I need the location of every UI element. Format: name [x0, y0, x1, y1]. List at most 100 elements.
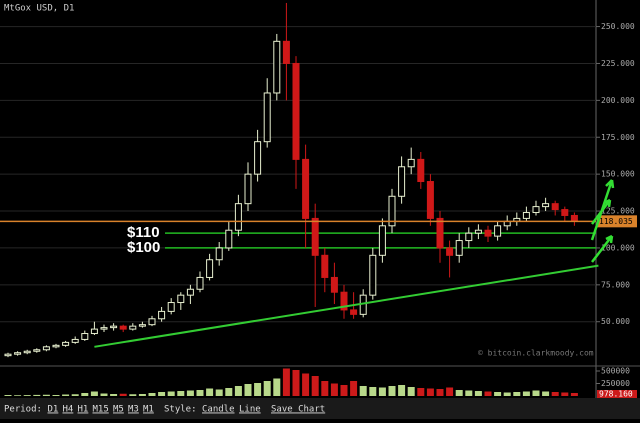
volume-bar: [407, 387, 415, 396]
volume-bar: [359, 386, 367, 396]
candle-body: [234, 203, 242, 231]
trendline: [94, 264, 599, 348]
volume-bar: [350, 381, 358, 396]
candle-body: [71, 338, 79, 343]
volume-bar: [302, 373, 310, 396]
volume-bar: [42, 394, 50, 396]
volume-bar: [436, 389, 444, 396]
candle-body: [273, 40, 281, 94]
volume-bar: [138, 394, 146, 396]
candle-body: [417, 158, 425, 183]
footer-link[interactable]: Save Chart: [271, 405, 325, 415]
volume-bar: [369, 387, 377, 396]
candle-body: [388, 195, 396, 227]
volume-bar: [417, 388, 425, 396]
candle-body: [254, 141, 262, 175]
footer-link[interactable]: M15: [93, 405, 109, 415]
candle-body: [119, 325, 127, 330]
volume-bar: [388, 386, 396, 396]
volume-bar: [340, 385, 348, 396]
last-price-label: 118.035: [599, 217, 633, 226]
volume-bar: [503, 392, 511, 396]
candle-body: [244, 173, 252, 205]
candle-body: [532, 206, 540, 214]
candle-body: [465, 232, 473, 242]
footer-link[interactable]: H4: [63, 405, 74, 415]
last-volume-box: [597, 390, 637, 398]
volume-bar: [292, 370, 300, 396]
candle-body: [378, 225, 386, 256]
candle-body: [311, 217, 319, 256]
candle-body: [138, 324, 146, 327]
y-tick-label: 125.000: [601, 207, 635, 216]
volume-bar: [378, 387, 386, 396]
candle-body: [33, 349, 41, 352]
arrow: [591, 234, 614, 263]
volume-bar: [148, 393, 156, 396]
volume-bar: [23, 395, 31, 396]
volume-bar: [561, 392, 569, 396]
volume-bar: [551, 392, 559, 396]
volume-bar: [494, 392, 502, 396]
volume-bar: [196, 390, 204, 396]
volume-tick-label: 250000: [601, 379, 630, 388]
footer-label: Style:: [164, 405, 197, 415]
candle-body: [196, 276, 204, 290]
volume-bar: [398, 385, 406, 396]
volume-bar: [273, 378, 281, 396]
candle-body: [148, 318, 156, 326]
candle-body: [263, 92, 271, 143]
footer-link[interactable]: Line: [239, 405, 261, 415]
volume-bar: [465, 390, 473, 396]
candle-body: [177, 294, 185, 304]
candle-body: [215, 247, 223, 261]
footer-link[interactable]: M1: [143, 405, 154, 415]
volume-bar: [263, 381, 271, 396]
volume-bar: [234, 386, 242, 396]
candle-body: [302, 158, 310, 219]
candle-body: [186, 288, 194, 296]
candle-body: [494, 225, 502, 237]
volume-bar: [129, 394, 137, 396]
footer-link[interactable]: Candle: [202, 405, 235, 415]
candle-body: [90, 328, 98, 335]
y-tick-label: 75.000: [601, 280, 630, 289]
volume-bar: [62, 394, 70, 396]
volume-bar: [215, 389, 223, 396]
volume-bar: [484, 391, 492, 396]
volume-bar: [110, 394, 118, 396]
volume-bar: [522, 391, 530, 396]
watermark: © bitcoin.clarkmoody.com: [478, 349, 594, 358]
last-price-box: [597, 215, 637, 228]
volume-bar: [177, 391, 185, 396]
level-label: $110: [127, 224, 160, 241]
candle-body: [23, 350, 31, 354]
candle-body: [42, 346, 50, 351]
candle-body: [340, 291, 348, 311]
candle-body: [158, 310, 166, 320]
footer-label: Period:: [4, 405, 42, 415]
candle-body: [330, 276, 338, 293]
candle-body: [455, 240, 463, 256]
volume-bar: [33, 394, 41, 396]
volume-bar: [321, 381, 329, 396]
footer-link[interactable]: M5: [113, 405, 124, 415]
footer-link[interactable]: H1: [78, 405, 89, 415]
candle-body: [522, 212, 530, 219]
footer-link[interactable]: M3: [128, 405, 139, 415]
candle-body: [484, 229, 492, 237]
volume-bar: [81, 393, 89, 396]
volume-bar: [52, 395, 60, 396]
volume-bar: [254, 383, 262, 396]
candle-body: [398, 166, 406, 197]
volume-bar: [14, 395, 22, 396]
volume-bar: [455, 390, 463, 396]
footer-link[interactable]: D1: [48, 405, 59, 415]
candle-body: [81, 333, 89, 340]
volume-bar: [71, 394, 79, 396]
candle-body: [110, 325, 118, 329]
candle-body: [369, 254, 377, 296]
volume-bar: [158, 392, 166, 396]
arrow: [590, 179, 615, 241]
